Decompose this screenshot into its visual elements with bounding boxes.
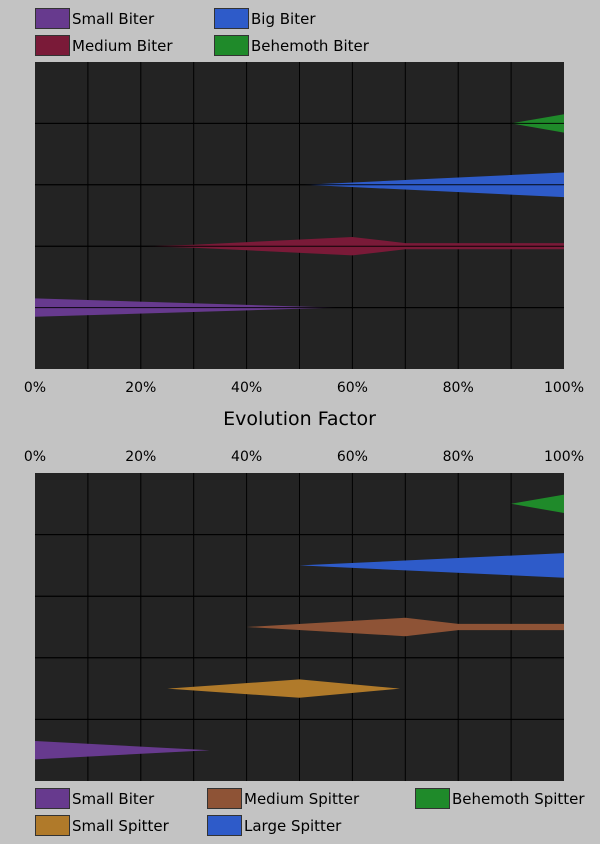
x-tick-label: 60% xyxy=(337,449,368,465)
x-axis-title: Evolution Factor xyxy=(223,408,376,430)
legend-label-medium-biter: Medium Biter xyxy=(72,37,173,55)
x-tick-label: 20% xyxy=(125,449,156,465)
x-tick-label: 40% xyxy=(231,449,262,465)
legend-label-big-biter: Big Biter xyxy=(251,10,316,28)
series-medium-spitter xyxy=(246,617,564,637)
legend-label-behemoth-spitter: Behemoth Spitter xyxy=(452,790,585,808)
legend-swatch-small-spitter xyxy=(35,815,70,836)
x-tick-label: 80% xyxy=(443,449,474,465)
legend: Small Biter Medium Biter Big Biter Behemoth… xyxy=(35,8,370,56)
legend-label-behemoth-biter: Behemoth Biter xyxy=(251,37,370,55)
legend-label-large-spitter: Large Spitter xyxy=(244,817,342,835)
legend-label-small-biter: Small Biter xyxy=(72,790,155,808)
x-tick-label: 0% xyxy=(24,449,46,465)
legend-swatch-behemoth-spitter xyxy=(415,788,450,809)
series-small-biter xyxy=(35,741,210,760)
x-tick-label: 0% xyxy=(24,380,46,396)
legend: Small Biter Small Spitter Medium Spitter La… xyxy=(35,788,585,836)
series-small-spitter xyxy=(167,679,400,698)
x-tick-label: 100% xyxy=(544,380,584,396)
legend-swatch-small-biter xyxy=(35,788,70,809)
x-tick-label: 100% xyxy=(544,449,584,465)
series-large-spitter xyxy=(299,553,564,578)
chart-1: 0% 20% 40% 60% 80% 100% Evolution Factor Small … xyxy=(24,8,584,430)
chart-2: 0% 20% 40% 60% 80% 100% Small Biter Small Spitt… xyxy=(24,449,585,836)
legend-label-small-biter: Small Biter xyxy=(72,10,155,28)
legend-swatch-big-biter xyxy=(214,8,249,29)
legend-swatch-behemoth-biter xyxy=(214,35,249,56)
legend-swatch-medium-spitter xyxy=(207,788,242,809)
x-tick-label: 40% xyxy=(231,380,262,396)
x-tick-label: 20% xyxy=(125,380,156,396)
x-tick-label: 80% xyxy=(443,380,474,396)
legend-label-small-spitter: Small Spitter xyxy=(72,817,170,835)
x-tick-label: 60% xyxy=(337,380,368,396)
legend-swatch-small-biter xyxy=(35,8,70,29)
legend-swatch-medium-biter xyxy=(35,35,70,56)
legend-swatch-large-spitter xyxy=(207,815,242,836)
legend-label-medium-spitter: Medium Spitter xyxy=(244,790,360,808)
series-behemoth-spitter xyxy=(511,494,564,513)
